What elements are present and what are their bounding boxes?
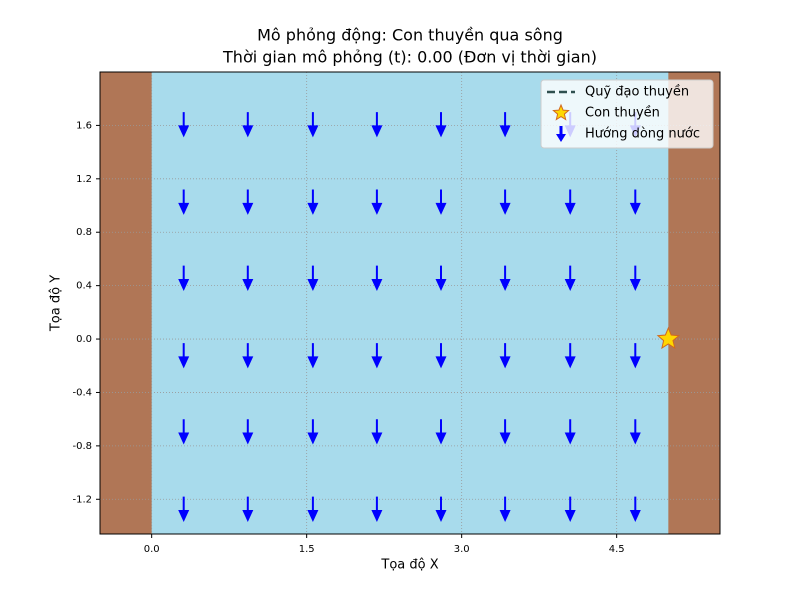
legend-label: Quỹ đạo thuyền (585, 85, 689, 100)
x-tick-label: 4.5 (609, 544, 625, 555)
flow-arrow (371, 189, 383, 215)
y-tick-label: 0.8 (76, 227, 92, 238)
flow-arrow (435, 112, 447, 138)
flow-arrow (371, 265, 383, 291)
flow-arrow (242, 265, 254, 291)
flow-arrow (307, 343, 319, 369)
flow-arrow (371, 112, 383, 138)
y-tick-label: 0.4 (76, 281, 92, 292)
flow-arrow (564, 189, 576, 215)
flow-arrow (178, 343, 190, 369)
flow-arrow (371, 496, 383, 522)
flow-arrow (629, 343, 641, 369)
flow-arrow (435, 189, 447, 215)
flow-arrow (371, 419, 383, 445)
y-tick-label: -1.2 (72, 494, 92, 505)
flow-arrow (242, 189, 254, 215)
flow-arrow (629, 419, 641, 445)
flow-arrow (242, 112, 254, 138)
legend-box (540, 79, 714, 149)
flow-arrow (242, 343, 254, 369)
flow-arrow (178, 189, 190, 215)
flow-arrow (564, 265, 576, 291)
flow-arrow (629, 496, 641, 522)
y-tick-label: -0.4 (72, 387, 92, 398)
flow-arrow (629, 189, 641, 215)
flow-arrow (499, 112, 511, 138)
flow-arrow (178, 419, 190, 445)
chart-subtitle: Thời gian mô phỏng (t): 0.00 (Đơn vị thờ… (222, 48, 597, 67)
flow-arrow (178, 112, 190, 138)
x-tick-label: 0.0 (144, 544, 160, 555)
x-tick-label: 3.0 (454, 544, 470, 555)
flow-arrow (435, 496, 447, 522)
legend-label: Con thuyền (585, 106, 660, 121)
flow-arrow (499, 189, 511, 215)
flow-arrow (564, 343, 576, 369)
flow-arrow (242, 496, 254, 522)
flow-arrow (307, 112, 319, 138)
flow-arrow (499, 265, 511, 291)
flow-arrow (371, 343, 383, 369)
flow-arrow (307, 419, 319, 445)
plot-frame (99, 71, 721, 535)
legend-marker (552, 103, 570, 121)
x-axis-label: Tọa độ X (380, 558, 438, 573)
y-tick-label: 0.0 (76, 334, 92, 345)
y-tick-label: 1.2 (76, 174, 92, 185)
flow-arrow (178, 265, 190, 291)
y-axis-label: Tọa độ Y (49, 275, 64, 332)
flow-arrow (307, 265, 319, 291)
flow-arrow (499, 496, 511, 522)
river (151, 72, 669, 534)
legend-marker (556, 126, 566, 142)
legend-label: Hướng dòng nước (585, 127, 700, 142)
flow-arrow (499, 419, 511, 445)
flow-arrow (629, 265, 641, 291)
flow-arrow (564, 419, 576, 445)
flow-arrow (564, 496, 576, 522)
flow-arrow (242, 419, 254, 445)
flow-arrow (178, 496, 190, 522)
y-tick-label: -0.8 (72, 441, 92, 452)
flow-arrow (435, 265, 447, 291)
y-tick-label: 1.6 (76, 120, 92, 131)
flow-arrow (307, 496, 319, 522)
flow-arrow (307, 189, 319, 215)
flow-arrow (499, 343, 511, 369)
chart-title: Mô phỏng động: Con thuyền qua sông (257, 26, 563, 45)
boat (656, 326, 681, 350)
flow-arrow (435, 419, 447, 445)
x-tick-label: 1.5 (299, 544, 315, 555)
flow-arrow (435, 343, 447, 369)
